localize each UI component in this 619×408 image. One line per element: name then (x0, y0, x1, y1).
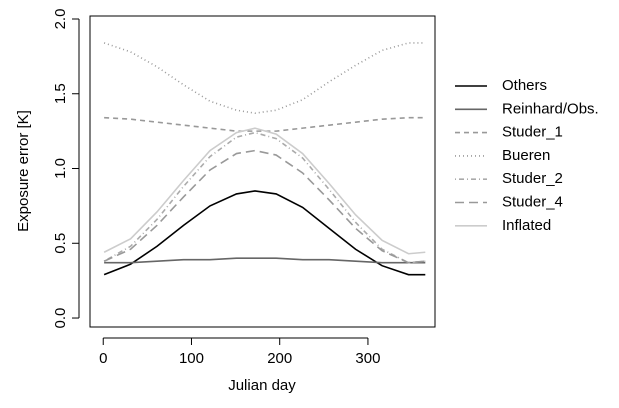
x-tick-label: 300 (355, 350, 380, 367)
y-tick-label: 2.0 (52, 9, 69, 30)
x-tick-label: 100 (179, 350, 204, 367)
plot-box (89, 15, 436, 328)
x-tick-label: 0 (99, 350, 107, 367)
y-tick-label: 1.5 (52, 83, 69, 104)
series-line (104, 257, 426, 264)
y-tick-label: 1.0 (52, 158, 69, 179)
legend-label: Others (502, 77, 547, 94)
y-axis-title: Exposure error [K] (15, 110, 32, 232)
y-tick-label: 0.0 (52, 308, 69, 329)
legend-label: Studer_1 (502, 124, 563, 141)
series-line (103, 42, 426, 114)
series-line (103, 149, 426, 264)
legend-label: Studer_2 (502, 170, 563, 187)
legend-label: Studer_4 (502, 193, 563, 210)
legend-label: Reinhard/Obs. (502, 100, 599, 117)
y-tick-label: 0.5 (52, 233, 69, 254)
series-line (103, 127, 426, 255)
x-axis-title: Julian day (228, 377, 296, 394)
series-line (104, 116, 426, 132)
x-tick-label: 200 (267, 350, 292, 367)
legend-label: Bueren (502, 147, 550, 164)
legend-label: Inflated (502, 217, 551, 234)
